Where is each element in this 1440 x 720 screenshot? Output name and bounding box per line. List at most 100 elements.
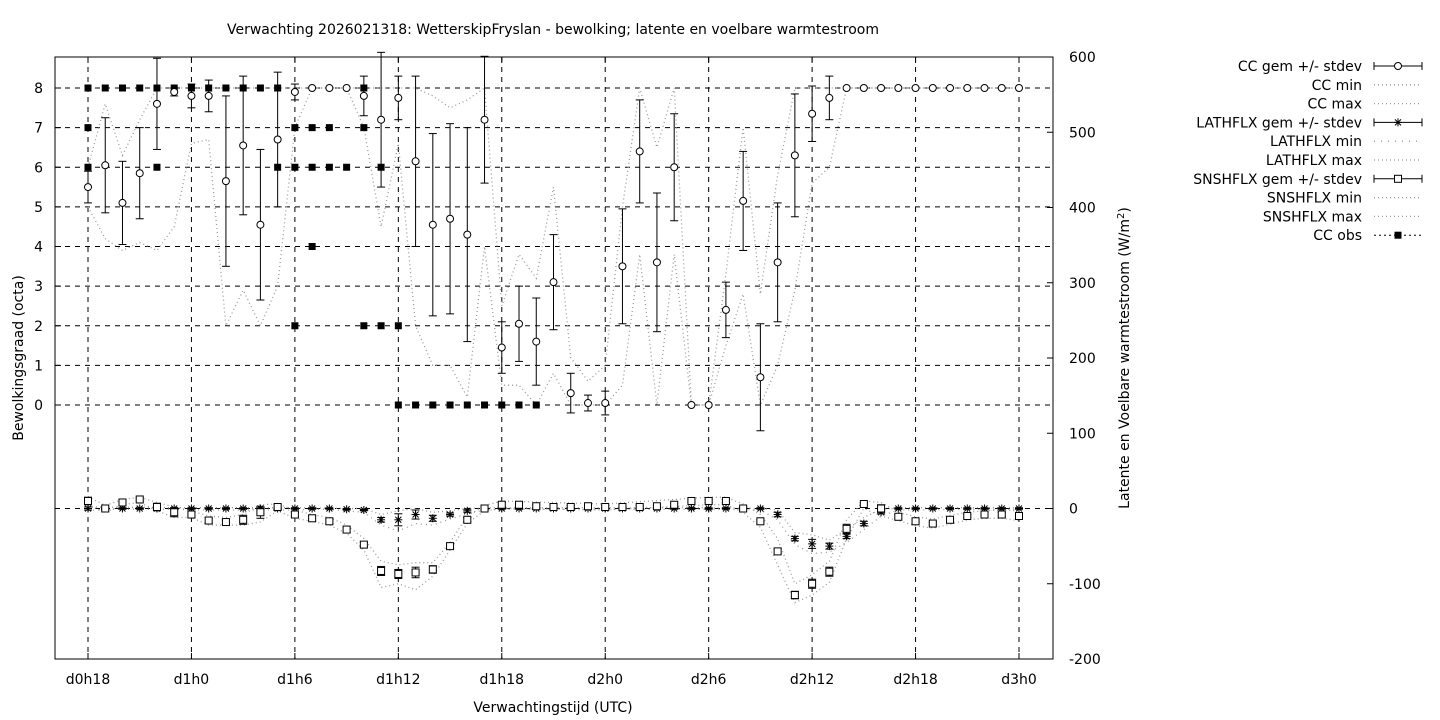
- cc-mean-point: [670, 163, 679, 172]
- snshflx-point: [411, 568, 420, 577]
- x-tick-label: d1h6: [277, 672, 313, 688]
- y2-axis-label-end: ): [1117, 207, 1133, 212]
- x-tick-label: d2h12: [790, 672, 834, 688]
- snshflx-point: [790, 591, 799, 600]
- y-tick-label: 1: [34, 358, 43, 374]
- x-tick-label: d2h18: [893, 672, 937, 688]
- cc-mean-point: [652, 258, 661, 267]
- star-stroke: [446, 511, 454, 518]
- cc-mean-point: [583, 399, 592, 408]
- lathflx-min-line: [87, 508, 1020, 555]
- cc-obs-point: [377, 322, 385, 330]
- snshflx-point: [480, 504, 489, 513]
- cc-obs-point: [343, 163, 351, 171]
- cc-obs-point: [205, 84, 213, 92]
- cc-obs-point: [429, 401, 437, 409]
- snshflx-point: [652, 502, 661, 511]
- x-axis-label: Verwachtingstijd (UTC): [473, 700, 632, 716]
- lathflx-point: [756, 504, 765, 513]
- star-stroke: [188, 505, 195, 512]
- snshflx-point: [325, 517, 334, 526]
- star-stroke: [757, 505, 764, 512]
- star-stroke: [688, 505, 695, 512]
- cc-mean-point: [377, 115, 386, 124]
- snshflx-point: [739, 504, 748, 513]
- lathflx-point: [411, 510, 420, 519]
- cc-mean-point: [480, 115, 489, 124]
- snshflx-point: [635, 502, 644, 511]
- x-tick-label: d1h0: [174, 672, 210, 688]
- lathflx-point: [928, 504, 937, 513]
- cc-obs-point: [394, 322, 402, 330]
- star-stroke: [343, 505, 350, 513]
- snshflx-point: [601, 502, 610, 511]
- snshflx-point: [756, 517, 765, 526]
- y-tick-label: 4: [34, 240, 43, 256]
- snshflx-point: [394, 569, 403, 578]
- cc-obs-point: [308, 124, 316, 132]
- snshflx-point: [859, 499, 868, 508]
- snshflx-point: [532, 502, 541, 511]
- lathflx-point: [790, 534, 799, 543]
- y2-axis-label: Latente en Voelbare warmtestroom (W/m2): [1116, 207, 1133, 509]
- cc-obs-point: [222, 84, 230, 92]
- cc-mean-point: [756, 373, 765, 382]
- snshflx-point: [152, 502, 161, 511]
- snshflx-point: [842, 524, 851, 533]
- snshflx-point: [687, 496, 696, 505]
- snshflx-min-line: [87, 501, 1020, 604]
- cc-obs-point: [187, 84, 195, 92]
- snshflx-point: [583, 502, 592, 511]
- snshflx-point: [911, 517, 920, 526]
- cc-obs-point: [515, 401, 523, 409]
- legend-label: CC max: [1307, 97, 1362, 113]
- y2-tick-label: 100: [1069, 426, 1096, 442]
- legend-label: CC obs: [1313, 228, 1362, 244]
- star-stroke: [705, 505, 713, 512]
- cc-mean-point: [532, 337, 541, 346]
- cc-obs-point: [291, 322, 299, 330]
- snshflx-point: [221, 518, 230, 527]
- cc-mean-point: [566, 389, 575, 398]
- lathflx-point: [704, 504, 713, 513]
- y-axis-left: 0 1 2 3 4 5 6 7 8: [34, 81, 61, 414]
- cc-obs-point: [498, 401, 506, 409]
- lathflx-point: [808, 539, 817, 548]
- lathflx-point: [721, 504, 730, 513]
- cc-obs-point: [481, 401, 489, 409]
- cc-mean-point: [790, 151, 799, 160]
- cc-obs-point: [360, 84, 368, 92]
- lathflx-point: [84, 504, 92, 513]
- snshflx-point: [118, 498, 127, 507]
- cc-mean-point: [463, 230, 472, 239]
- lathflx-point: [842, 532, 851, 541]
- y2-tick-label: -200: [1069, 652, 1101, 668]
- cc-mean-point: [428, 220, 437, 229]
- cc-mean-point: [773, 258, 782, 267]
- lathflx-point: [308, 504, 317, 513]
- grid-lines: [55, 57, 1053, 659]
- star-stroke: [998, 505, 1006, 512]
- legend-label: LATHFLX min: [1270, 134, 1362, 150]
- cc-obs-point: [291, 124, 299, 132]
- lathflx-point: [325, 504, 334, 513]
- snshflx-point: [273, 502, 282, 511]
- cc-mean-point: [101, 161, 110, 170]
- lathflx-point: [428, 514, 437, 523]
- snshflx-point: [187, 510, 196, 519]
- x-tick-label: d2h6: [691, 672, 727, 688]
- snshflx-point: [980, 510, 989, 519]
- cc-mean-point: [721, 305, 730, 314]
- cc-mean-point: [187, 91, 196, 100]
- cc-mean-point: [1015, 84, 1023, 92]
- snshflx-point: [101, 504, 110, 513]
- legend-label: SNSHFLX min: [1267, 191, 1362, 207]
- star-stroke: [377, 516, 385, 524]
- x-axis: d0h18 d1h0 d1h6 d1h12 d1h18 d2h0 d2h6 d2h12 d2h1…: [66, 57, 1037, 688]
- y-axis-right: -200 -100 0 100 200 300 400 500 600: [1047, 50, 1101, 668]
- star-stroke: [205, 505, 213, 512]
- cc-obs-point: [274, 84, 282, 92]
- star-stroke: [360, 506, 368, 514]
- cc-mean-point: [635, 147, 644, 156]
- star-stroke: [136, 505, 144, 512]
